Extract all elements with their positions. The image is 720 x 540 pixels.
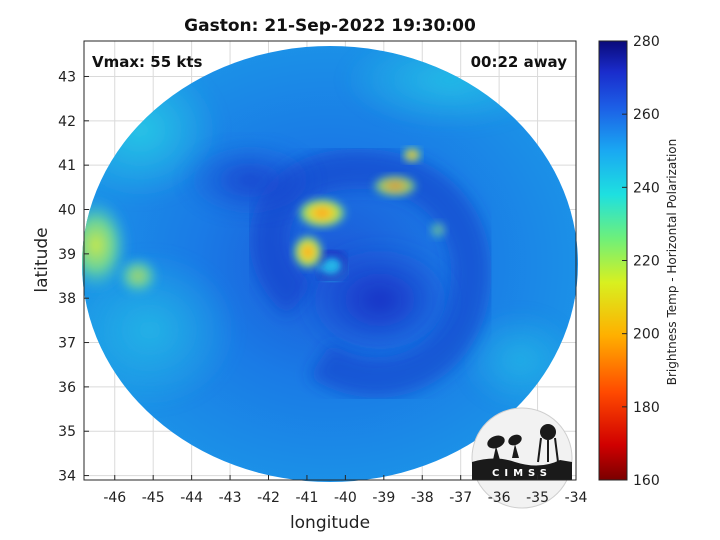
- colorbar-tick-label: 220: [633, 254, 660, 270]
- svg-text:CIMSS: CIMSS: [492, 468, 552, 479]
- y-tick-label: 38: [58, 291, 76, 307]
- colorbar-tick-label: 200: [633, 327, 660, 343]
- y-tick-label: 37: [58, 336, 76, 352]
- y-tick-label: 35: [58, 424, 76, 440]
- y-tick-label: 36: [58, 380, 76, 396]
- y-tick-label: 39: [58, 247, 76, 263]
- y-axis: 34 35 36 37 38 39 40 41 42 43: [58, 69, 89, 485]
- vmax-label: Vmax: 55 kts: [92, 53, 202, 71]
- microwave-swath: [82, 46, 578, 482]
- colorbar-axis: 160 180 200 220 240 260 280: [622, 34, 660, 489]
- y-tick-label: 40: [58, 203, 76, 219]
- x-axis: -46 -45 -44 -43 -42 -41 -40 -39 -38 -37 -36 -35 -34: [103, 475, 588, 506]
- y-tick-label: 43: [58, 69, 76, 85]
- x-tick-label: -45: [142, 490, 165, 506]
- y-tick-label: 34: [58, 469, 76, 485]
- colorbar-tick-label: 180: [633, 400, 660, 416]
- plot-frame: [83, 40, 577, 481]
- colorbar-tick-label: 240: [633, 180, 660, 196]
- time-away-label: 00:22 away: [471, 53, 568, 71]
- x-tick-label: -35: [526, 490, 549, 506]
- x-tick-label: -36: [488, 490, 511, 506]
- x-tick-label: -38: [411, 490, 434, 506]
- x-tick-label: -46: [103, 490, 126, 506]
- y-tick-label: 42: [58, 114, 76, 130]
- x-tick-label: -42: [257, 490, 280, 506]
- cimss-logo: CIMSS: [471, 407, 573, 509]
- colorbar-label: Brightness Temp - Horizontal Polarizatio…: [665, 139, 679, 386]
- x-tick-label: -43: [219, 490, 242, 506]
- x-tick-label: -44: [180, 490, 203, 506]
- chart-title: Gaston: 21-Sep-2022 19:30:00: [184, 16, 476, 36]
- x-tick-label: -39: [372, 490, 395, 506]
- x-axis-label: longitude: [290, 513, 370, 533]
- x-tick-label: -34: [565, 490, 588, 506]
- x-tick-label: -37: [449, 490, 472, 506]
- y-tick-label: 41: [58, 158, 76, 174]
- x-tick-label: -40: [334, 490, 357, 506]
- colorbar-tick-label: 160: [633, 473, 660, 489]
- x-tick-label: -41: [296, 490, 319, 506]
- colorbar-tick-label: 260: [633, 107, 660, 123]
- y-axis-label: latitude: [32, 227, 52, 292]
- colorbar-tick-label: 280: [633, 34, 660, 50]
